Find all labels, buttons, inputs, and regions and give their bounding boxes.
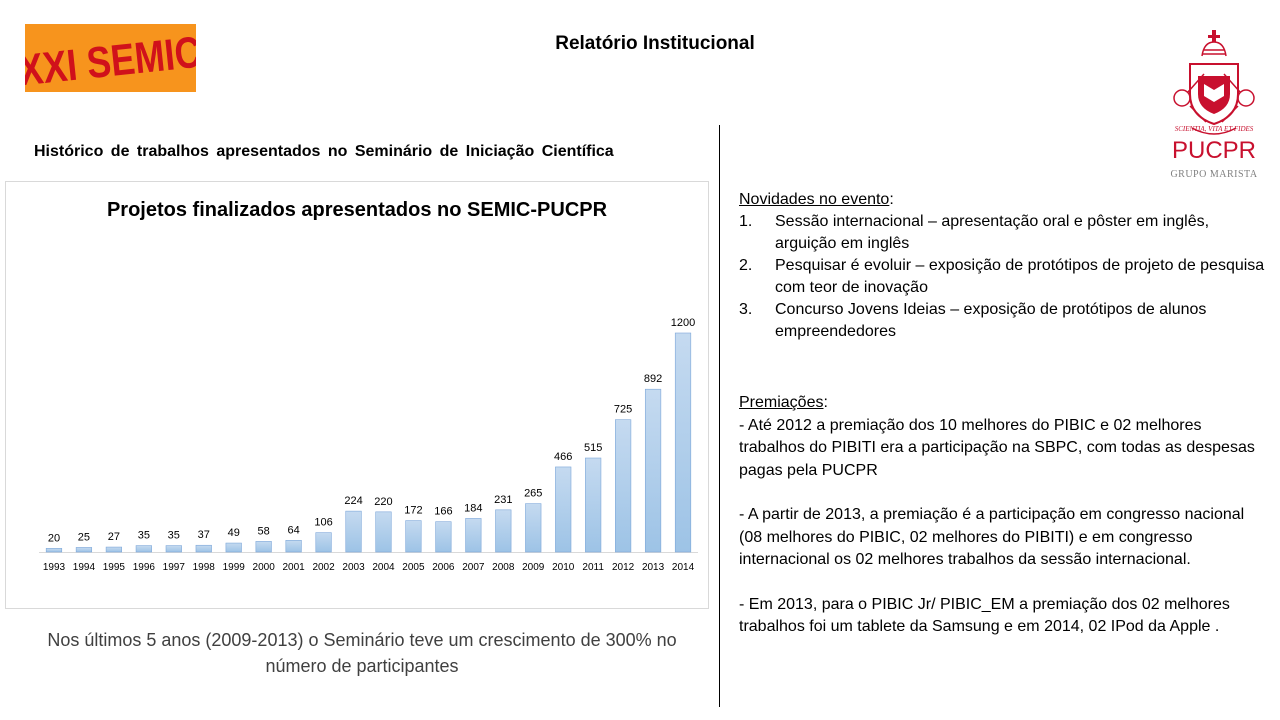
x-tick-label-1995: 1995 — [103, 562, 126, 573]
data-label-2000: 58 — [258, 525, 270, 537]
x-tick-label-2011: 2011 — [582, 562, 604, 573]
data-label-2007: 184 — [464, 502, 482, 514]
bar-1995 — [105, 546, 122, 553]
bar-2006 — [435, 521, 452, 553]
list-item: 1. Sessão internacional – apresentação or… — [739, 211, 1269, 255]
data-label-2012: 725 — [614, 404, 632, 416]
column-divider — [719, 125, 720, 707]
chart-plot: 20 1993 25 1994 27 1995 35 1996 35 1997 37 1998 49 19… — [39, 317, 698, 573]
x-tick-label-2013: 2013 — [642, 562, 665, 573]
list-item-number: 3. — [739, 301, 753, 318]
section-subtitle: Histórico de trabalhos apresentados no S… — [34, 143, 614, 160]
prizes-heading-colon: : — [823, 394, 828, 411]
bar-2005 — [405, 520, 422, 553]
data-label-1995: 27 — [108, 531, 120, 543]
data-label-1993: 20 — [48, 532, 60, 544]
x-tick-label-1996: 1996 — [133, 562, 156, 573]
bar-2000 — [255, 541, 272, 553]
x-tick-label-1997: 1997 — [163, 562, 186, 573]
data-label-2011: 515 — [584, 442, 602, 454]
news-heading: Novidades no evento — [739, 191, 890, 208]
x-tick-label-2003: 2003 — [342, 562, 365, 573]
growth-footnote: Nos últimos 5 anos (2009-2013) o Seminár… — [47, 630, 677, 676]
data-label-2013: 892 — [644, 373, 662, 385]
news-section: Novidades no evento: 1. Sessão internacio… — [739, 189, 1269, 343]
x-tick-label-2010: 2010 — [552, 562, 575, 573]
bar-2010 — [555, 466, 572, 553]
news-list: 1. Sessão internacional – apresentação or… — [739, 211, 1269, 343]
bar-2012 — [615, 419, 632, 553]
x-tick-label-2000: 2000 — [253, 562, 276, 573]
pucpr-logo: SCIENTIA, VITA ET FIDES PUCPR GRUPO MARI… — [1160, 28, 1270, 188]
semic-logo: XXI SEMIC — [25, 24, 196, 92]
bar-2002 — [315, 532, 332, 553]
data-label-2006: 166 — [434, 506, 452, 518]
bar-2003 — [345, 510, 362, 553]
data-label-2010: 466 — [554, 451, 572, 463]
page-title: Relatório Institucional — [555, 33, 755, 54]
data-label-2014: 1200 — [671, 317, 695, 329]
x-tick-label-2008: 2008 — [492, 562, 515, 573]
pucpr-wordmark: PUCPR — [1172, 137, 1256, 164]
x-tick-label-2002: 2002 — [312, 562, 335, 573]
data-label-1996: 35 — [138, 530, 150, 542]
data-label-2003: 224 — [344, 495, 362, 507]
chart-title: Projetos finalizados apresentados no SEM… — [106, 199, 608, 221]
bar-2004 — [375, 511, 392, 553]
prize-paragraph: - A partir de 2013, a premiação é a part… — [739, 506, 1245, 568]
pucpr-motto: SCIENTIA, VITA ET FIDES — [1175, 125, 1254, 133]
prize-paragraph: - Até 2012 a premiação dos 10 melhores d… — [739, 416, 1255, 479]
x-tick-label-1993: 1993 — [43, 562, 66, 573]
x-tick-label-2007: 2007 — [462, 562, 485, 573]
list-item: 2. Pesquisar é evoluir – exposição de pro… — [739, 255, 1269, 299]
x-tick-label-2012: 2012 — [612, 562, 635, 573]
bar-2014 — [674, 332, 692, 553]
data-label-2008: 231 — [494, 494, 512, 506]
bar-2011 — [585, 457, 602, 553]
x-tick-label-2005: 2005 — [402, 562, 425, 573]
prizes-heading-line: Premiações: — [739, 392, 1269, 415]
x-tick-label-2001: 2001 — [282, 562, 305, 573]
data-label-1997: 35 — [168, 530, 180, 542]
list-item-text: Sessão internacional – apresentação oral… — [775, 213, 1210, 252]
bar-1993 — [45, 548, 63, 553]
data-label-2001: 64 — [287, 524, 299, 536]
x-tick-label-2006: 2006 — [432, 562, 455, 573]
bar-2013 — [644, 388, 662, 553]
bar-1999 — [225, 542, 242, 553]
bar-2009 — [525, 503, 542, 553]
data-label-2009: 265 — [524, 488, 542, 500]
data-label-2005: 172 — [404, 505, 422, 517]
x-tick-label-2004: 2004 — [372, 562, 395, 573]
x-tick-label-1998: 1998 — [193, 562, 216, 573]
list-item-text: Pesquisar é evoluir – exposição de protó… — [775, 257, 1265, 296]
list-item: 3. Concurso Jovens Ideias – exposição de … — [739, 299, 1269, 343]
list-item-text: Concurso Jovens Ideias – exposição de pr… — [775, 301, 1207, 340]
bar-2007 — [465, 518, 482, 553]
list-item-number: 1. — [739, 213, 753, 230]
news-heading-line: Novidades no evento: — [739, 189, 1269, 211]
x-tick-label-1999: 1999 — [223, 562, 246, 573]
x-tick-label-2014: 2014 — [672, 562, 695, 573]
data-label-1994: 25 — [78, 531, 90, 543]
bar-2001 — [285, 540, 302, 553]
prize-paragraph: - Em 2013, para o PIBIC Jr/ PIBIC_EM a p… — [739, 595, 1230, 636]
x-tick-label-2009: 2009 — [522, 562, 545, 573]
list-item-number: 2. — [739, 257, 753, 274]
bar-1996 — [135, 545, 152, 553]
data-label-2004: 220 — [374, 496, 392, 508]
prizes-section: Premiações: - Até 2012 a premiação dos 1… — [739, 392, 1269, 661]
news-heading-colon: : — [889, 191, 894, 208]
x-tick-label-1994: 1994 — [73, 562, 96, 573]
data-label-1999: 49 — [228, 527, 240, 539]
data-label-1998: 37 — [198, 529, 210, 541]
data-label-2002: 106 — [314, 517, 332, 529]
pucpr-group: GRUPO MARISTA — [1170, 169, 1257, 180]
bar-1994 — [75, 547, 93, 553]
bar-1997 — [165, 545, 182, 553]
bar-1998 — [195, 544, 212, 553]
bar-2008 — [495, 509, 512, 553]
prizes-heading: Premiações — [739, 394, 824, 411]
bar-chart: Projetos finalizados apresentados no SEM… — [5, 181, 709, 609]
